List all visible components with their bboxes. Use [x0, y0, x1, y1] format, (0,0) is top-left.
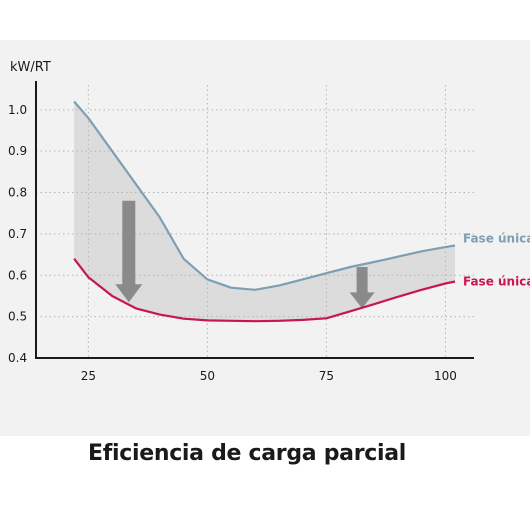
down-arrow	[349, 267, 375, 309]
series-line-2	[73, 258, 456, 323]
x-tick-label: 25	[81, 369, 96, 383]
y-tick-label: 0.9	[8, 144, 27, 158]
y-tick-label: 0.8	[8, 186, 27, 200]
y-axis-label: kW/RT	[10, 60, 51, 75]
y-tick-label: 0.6	[8, 268, 27, 282]
x-tick-label: 100	[434, 369, 457, 383]
band-area	[74, 101, 455, 322]
y-tick-label: 0.4	[8, 351, 27, 365]
y-tick-label: 0.5	[8, 310, 27, 324]
down-arrow	[115, 200, 143, 303]
series-label-2: Fase única	[463, 274, 530, 288]
x-tick-label: 50	[200, 369, 215, 383]
series-label-1: Fase única	[463, 231, 530, 245]
y-tick-label: 1.0	[8, 103, 27, 117]
y-tick-label: 0.7	[8, 227, 27, 241]
chart-figure: Fase única Fase única 1.0 0.9 0.8 0.7 0.6 0.5 0.…	[0, 40, 530, 466]
chart-plot: Fase única Fase única 1.0 0.9 0.8 0.7 0.6 0.5 0.…	[8, 60, 530, 383]
series-line-1	[73, 100, 456, 291]
chart-title: Eficiencia de carga parcial	[87, 441, 407, 466]
x-tick-label: 75	[319, 369, 334, 383]
